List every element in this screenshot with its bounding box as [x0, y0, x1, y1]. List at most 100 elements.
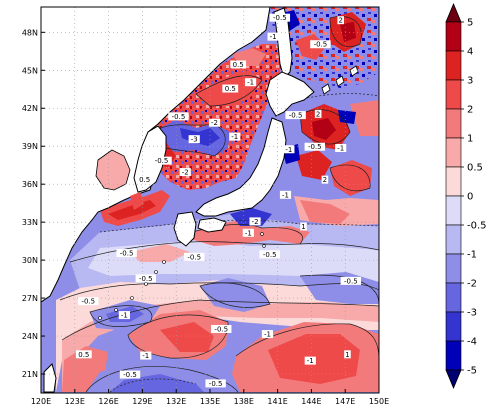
- contour-label-bg: [285, 111, 306, 120]
- contour-label-bg: [340, 276, 362, 285]
- contour-label: -0.5: [123, 371, 137, 379]
- lon-tick-label: 141E: [267, 397, 287, 406]
- anomaly-region: [130, 192, 144, 210]
- contour-label: -1: [282, 191, 289, 199]
- contour-label-bg: [135, 274, 156, 283]
- anomaly-region: [62, 300, 379, 392]
- lat-tick-label: 48N: [22, 28, 38, 37]
- contour-label: -1: [264, 331, 271, 339]
- contour-label: -1: [337, 145, 344, 153]
- contour-label-bg: [140, 351, 152, 360]
- shikoku-island: [197, 217, 227, 233]
- colorbar-bin: [445, 50, 462, 81]
- longitude-labels: 120E 123E 126E 129E 132E 135E 138E 141E 144E 147E…: [31, 389, 389, 406]
- colorbar-label: 1: [467, 134, 473, 145]
- colorbar-label: -4: [467, 337, 477, 348]
- lon-tick-label: 123E: [65, 397, 85, 406]
- contour-label: -0.5: [172, 113, 186, 121]
- lat-tick-label: 45N: [22, 66, 38, 75]
- contour-label-bg: [78, 297, 99, 306]
- contour-label: -2: [182, 169, 189, 177]
- contour-label-bg: [230, 60, 247, 69]
- contour-label: -2: [252, 218, 259, 226]
- colorbar-bin: [445, 224, 462, 255]
- colorbar-label: -0.5: [467, 221, 487, 232]
- contour-label: 0.5: [225, 85, 236, 93]
- contour-label-bg: [335, 144, 347, 153]
- anomaly-region: [296, 150, 332, 180]
- colorbar-label: -3: [467, 308, 477, 319]
- contour-label-bg: [118, 311, 130, 320]
- contour-label-bg: [188, 135, 200, 144]
- contour-label-bg: [300, 222, 307, 231]
- contour-label: 0.5: [78, 351, 89, 359]
- colorbar: 5 4 3 2 1 0.5 0 -0.5 -1 -2 -3 -4 -5: [445, 2, 487, 390]
- anomaly-region: [338, 110, 356, 124]
- contour-label-bg: [310, 40, 331, 49]
- colorbar-label: 2: [467, 105, 473, 116]
- contour-label-bg: [344, 350, 351, 359]
- contour-label-bg: [184, 252, 205, 261]
- contour-label: -2: [211, 119, 218, 127]
- lat-tick-label: 30N: [22, 256, 38, 265]
- contour-label: -0.5: [273, 14, 287, 22]
- taiwan-island: [43, 363, 57, 393]
- colorbar-bin: [445, 137, 462, 168]
- contour-label-bg: [244, 78, 257, 87]
- contour-label-bg: [75, 350, 92, 359]
- lon-tick-label: 144E: [301, 397, 321, 406]
- lat-tick-label: 36N: [22, 180, 38, 189]
- anomaly-region: [300, 200, 350, 224]
- lat-tick-label: 24N: [22, 332, 38, 341]
- kyushu-island: [173, 211, 197, 247]
- contour-label-bg: [279, 190, 292, 199]
- colorbar-extend-min: [445, 369, 462, 390]
- colorbar-bin: [445, 195, 462, 226]
- contour-label: -0.5: [289, 112, 303, 120]
- colorbar-label: -5: [467, 366, 477, 377]
- lat-tick-label: 33N: [22, 218, 38, 227]
- contour-label-bg: [259, 250, 280, 259]
- contour-label: 2: [338, 17, 342, 25]
- colorbar-label: 3: [467, 76, 473, 87]
- colorbar-bin: [445, 21, 462, 52]
- contour-lines: [59, 16, 379, 393]
- contour-label-bg: [337, 16, 344, 25]
- lon-tick-label: 138E: [234, 397, 254, 406]
- contour-label-bg: [304, 142, 325, 151]
- contour-label: -1: [285, 146, 292, 154]
- anomaly-region: [160, 322, 214, 352]
- contour-label: 2: [323, 176, 327, 184]
- contour-label: -1: [245, 229, 252, 237]
- contour-label: -0.5: [263, 251, 277, 259]
- contour-label: 2: [316, 110, 320, 118]
- colorbar-label: -1: [467, 250, 477, 261]
- contour-label: 0.5: [139, 176, 150, 184]
- contour-label-bg: [205, 379, 226, 388]
- contour-label: 1: [345, 351, 349, 359]
- colorbar-label: 5: [467, 18, 473, 29]
- contour-label: -1: [231, 133, 238, 141]
- contour-label-bg: [314, 109, 322, 118]
- contour-label: -3: [191, 136, 198, 144]
- colorbar-bin: [445, 311, 462, 342]
- anomaly-region: [130, 244, 190, 262]
- contour-label: -0.5: [139, 275, 153, 283]
- contour-label-bg: [304, 356, 316, 365]
- ryukyu-islands: [98, 260, 166, 320]
- contour-label-bg: [229, 132, 241, 141]
- anomaly-region: [340, 22, 356, 42]
- contour-label-bg: [136, 175, 153, 184]
- contour-label: -0.5: [209, 380, 223, 388]
- contour-label-bg: [261, 330, 274, 339]
- contour-label: -0.5: [214, 325, 228, 333]
- colorbar-bin: [445, 79, 462, 110]
- lon-tick-label: 150E: [369, 397, 389, 406]
- contour-label-bg: [168, 112, 189, 121]
- contour-label: -0.5: [120, 250, 134, 258]
- contour-label-bg: [283, 145, 295, 154]
- hokkaido-island: [265, 71, 315, 117]
- lat-tick-label: 21N: [22, 370, 38, 379]
- contour-label-bg: [222, 84, 239, 93]
- colorbar-bin: [445, 253, 462, 284]
